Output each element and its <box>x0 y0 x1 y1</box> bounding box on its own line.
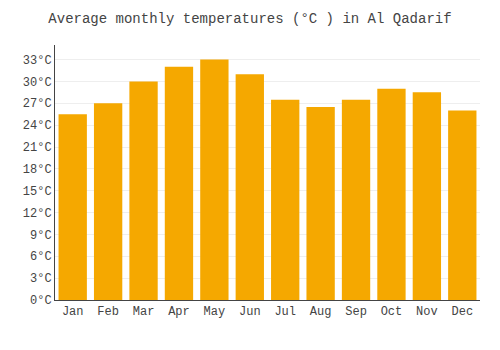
svg-text:Mar: Mar <box>133 305 155 319</box>
svg-text:Average monthly temperatures (: Average monthly temperatures (°C ) in Al… <box>48 11 451 27</box>
svg-text:May: May <box>204 305 226 319</box>
svg-text:21°C: 21°C <box>23 141 52 155</box>
svg-text:33°C: 33°C <box>23 54 52 68</box>
svg-text:12°C: 12°C <box>23 207 52 221</box>
svg-text:Jun: Jun <box>239 305 261 319</box>
svg-text:3°C: 3°C <box>30 272 52 286</box>
svg-text:Jan: Jan <box>62 305 84 319</box>
svg-text:Apr: Apr <box>168 305 190 319</box>
svg-text:15°C: 15°C <box>23 185 52 199</box>
svg-text:Nov: Nov <box>416 305 438 319</box>
svg-text:27°C: 27°C <box>23 97 52 111</box>
svg-text:Oct: Oct <box>381 305 403 319</box>
svg-text:9°C: 9°C <box>30 229 52 243</box>
svg-text:18°C: 18°C <box>23 163 52 177</box>
svg-text:24°C: 24°C <box>23 119 52 133</box>
svg-text:Aug: Aug <box>310 305 332 319</box>
svg-text:0°C: 0°C <box>30 294 52 308</box>
svg-text:Jul: Jul <box>274 305 296 319</box>
svg-text:Dec: Dec <box>451 305 473 319</box>
svg-text:Sep: Sep <box>345 305 367 319</box>
svg-text:6°C: 6°C <box>30 250 52 264</box>
svg-text:30°C: 30°C <box>23 76 52 90</box>
svg-text:Feb: Feb <box>97 305 119 319</box>
